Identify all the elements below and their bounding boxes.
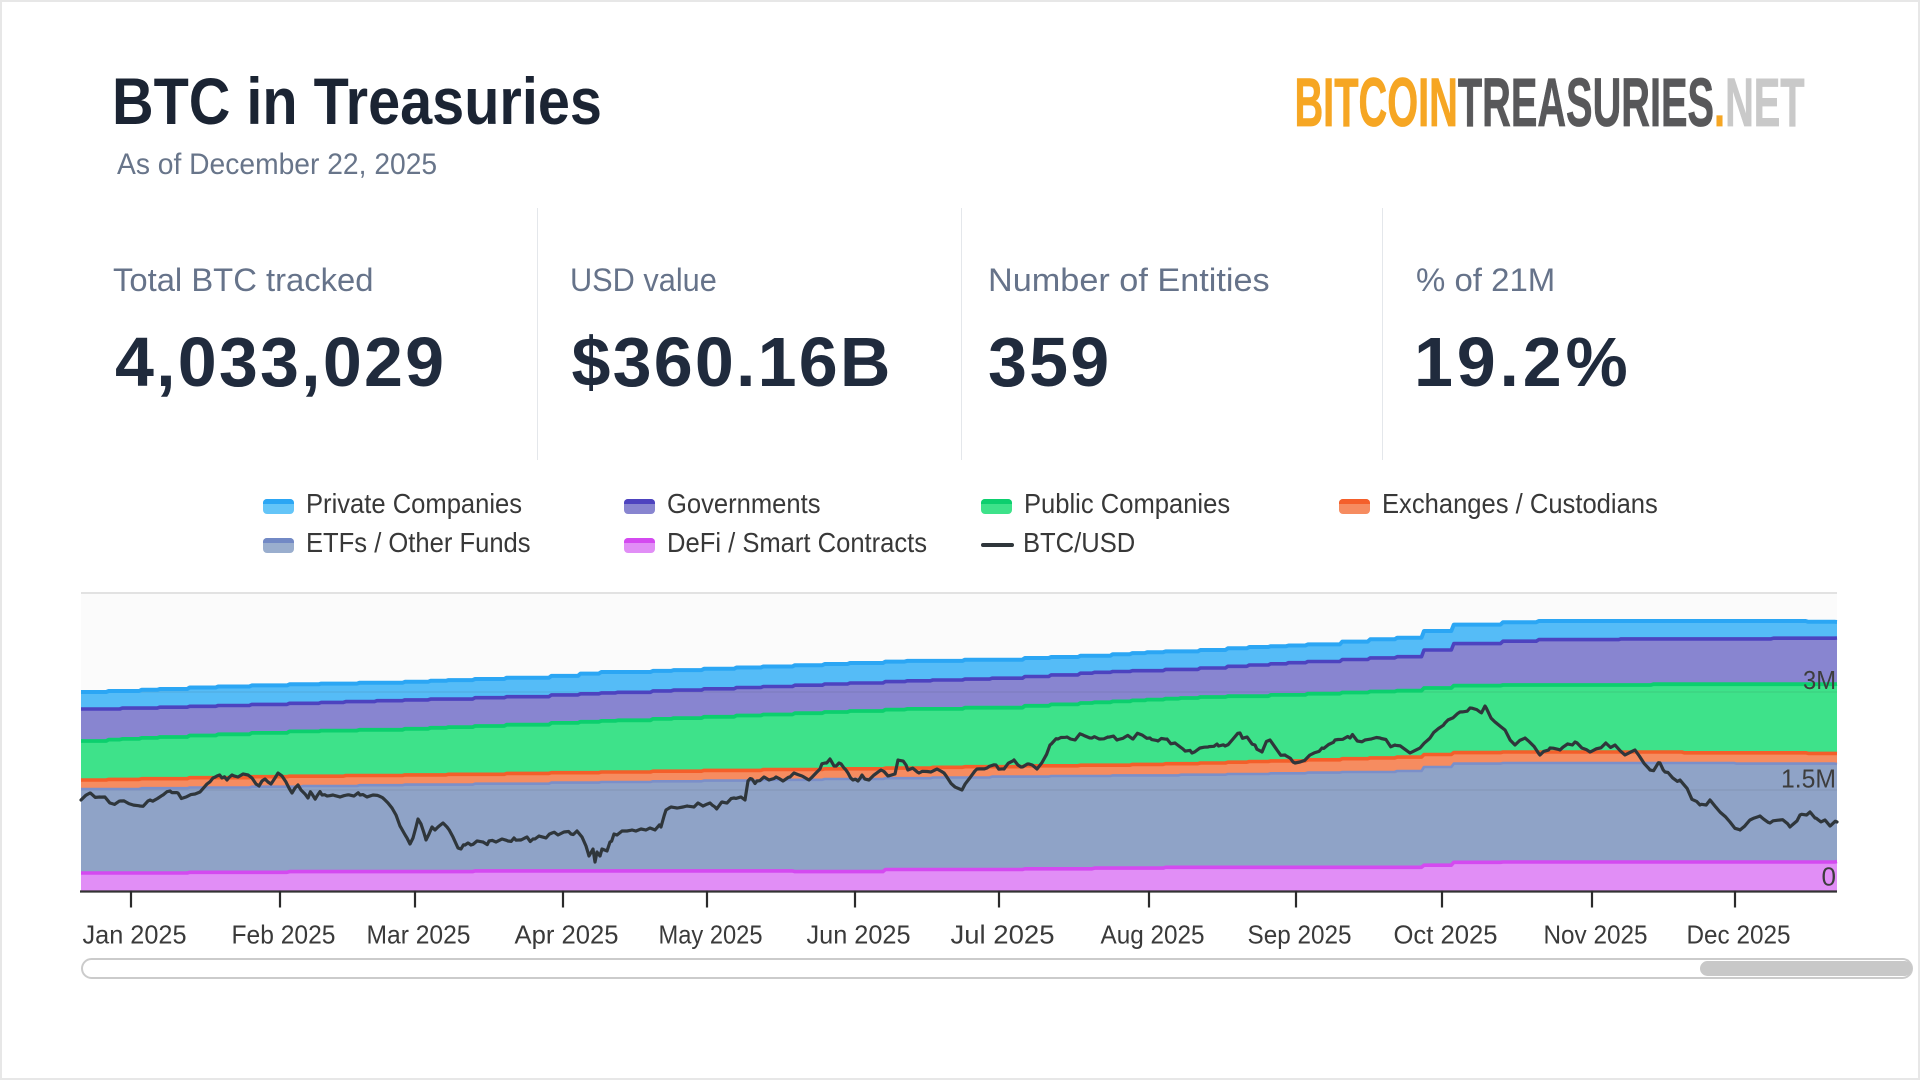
svg-text:1.5M: 1.5M: [1781, 764, 1836, 794]
svg-text:Jul 2025: Jul 2025: [951, 920, 1055, 950]
svg-text:May 2025: May 2025: [659, 920, 763, 950]
svg-text:Aug 2025: Aug 2025: [1101, 920, 1205, 950]
svg-text:0: 0: [1822, 862, 1836, 892]
svg-text:Apr 2025: Apr 2025: [515, 920, 619, 950]
svg-text:Oct 2025: Oct 2025: [1394, 920, 1498, 950]
svg-text:3M: 3M: [1803, 665, 1836, 695]
svg-text:Feb 2025: Feb 2025: [232, 920, 336, 950]
svg-text:Jan 2025: Jan 2025: [83, 920, 187, 950]
svg-text:Mar 2025: Mar 2025: [367, 920, 471, 950]
svg-text:Sep 2025: Sep 2025: [1248, 920, 1352, 950]
svg-text:Nov 2025: Nov 2025: [1544, 920, 1648, 950]
svg-text:Dec 2025: Dec 2025: [1687, 920, 1791, 950]
svg-text:Jun 2025: Jun 2025: [807, 920, 911, 950]
